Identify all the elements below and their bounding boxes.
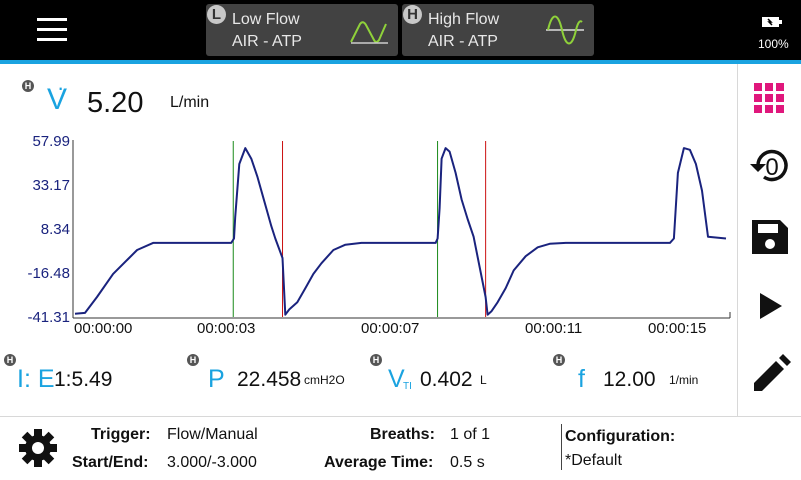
pencil-icon (754, 354, 791, 391)
high-flow-title: High Flow (428, 11, 500, 28)
frequency-unit: 1/min (669, 373, 699, 387)
tidal-volume-label: V (388, 365, 405, 393)
battery-icon (762, 17, 782, 27)
flow-trace (74, 147, 727, 316)
play-button[interactable] (748, 283, 792, 327)
menu-icon[interactable] (37, 18, 67, 42)
history-badge[interactable]: H (370, 354, 382, 366)
history-badge[interactable]: H (553, 354, 565, 366)
low-flow-wave-icon (350, 21, 388, 44)
settings-button[interactable] (16, 426, 60, 475)
ie-ratio-value: 1:5.49 (54, 368, 113, 391)
y-tick-label: 57.99 (32, 133, 70, 150)
average-time-label: Average Time: (324, 454, 434, 471)
frequency-value: 12.00 (603, 368, 656, 391)
high-flow-subtitle: AIR - ATP (428, 33, 498, 50)
x-tick-label: 00:00:11 (525, 320, 583, 337)
svg-text:0: 0 (765, 154, 778, 181)
footer-vertical-divider (561, 424, 562, 470)
flow-symbol-letter: V (47, 83, 68, 116)
grid-view-button[interactable] (748, 76, 792, 120)
low-flow-title: Low Flow (232, 11, 300, 28)
history-badge[interactable]: H (4, 354, 16, 366)
breaths-value: 1 of 1 (450, 426, 491, 443)
y-tick-label: -41.31 (27, 309, 70, 326)
top-bar (0, 0, 801, 60)
y-tick-label: -16.48 (27, 265, 70, 282)
history-badge[interactable]: H (22, 80, 34, 92)
tidal-volume-value: 0.402 (420, 368, 473, 391)
trigger-value: Flow/Manual (167, 426, 258, 443)
low-flow-subtitle: AIR - ATP (232, 33, 302, 50)
low-flow-badge: L (207, 5, 226, 24)
reset-zero-button[interactable]: 0 (748, 144, 792, 188)
x-tick-label: 00:00:00 (74, 320, 133, 337)
save-button[interactable] (748, 214, 792, 258)
trigger-label: Trigger: (91, 426, 151, 443)
save-icon (752, 220, 788, 254)
pressure-label: P (208, 365, 225, 393)
edit-button[interactable] (748, 352, 792, 396)
history-badge[interactable]: H (187, 354, 199, 366)
tab-high-flow[interactable]: H High Flow AIR - ATP (402, 4, 594, 56)
sidebar-divider (737, 64, 738, 416)
flow-value: 5.20 (87, 87, 144, 119)
play-icon (760, 293, 782, 319)
breaths-label: Breaths: (370, 426, 435, 443)
reset-zero-icon: 0 (750, 149, 788, 182)
y-tick-label: 8.34 (40, 221, 70, 238)
pressure-unit: cmH2O (304, 373, 345, 387)
pressure-value: 22.458 (237, 368, 302, 391)
tab-low-flow[interactable]: L Low Flow AIR - ATP (206, 4, 398, 56)
grid-icon (754, 83, 784, 113)
ie-ratio-label: I: E (17, 365, 55, 393)
configuration-value[interactable]: *Default (565, 452, 622, 469)
top-bar-accent-line (0, 60, 801, 64)
flow-unit: L/min (170, 94, 210, 111)
start-end-value: 3.000/-3.000 (167, 454, 257, 471)
footer-divider (0, 416, 801, 417)
battery-level: 100% (758, 37, 789, 51)
y-tick-label: 33.17 (32, 177, 70, 194)
start-end-label: Start/End: (72, 454, 149, 471)
frequency-label: f (578, 365, 585, 393)
flow-symbol: V · (47, 75, 68, 116)
x-tick-label: 00:00:03 (197, 320, 256, 337)
tidal-volume-unit: L (480, 373, 487, 387)
gear-icon (19, 429, 57, 467)
high-flow-badge: H (403, 5, 422, 24)
configuration-label: Configuration: (565, 428, 676, 445)
high-flow-wave-icon (546, 15, 584, 45)
x-tick-label: 00:00:15 (648, 320, 707, 337)
average-time-value: 0.5 s (450, 454, 485, 471)
tidal-volume-subscript: TI (403, 381, 412, 392)
x-tick-label: 00:00:07 (361, 320, 420, 337)
